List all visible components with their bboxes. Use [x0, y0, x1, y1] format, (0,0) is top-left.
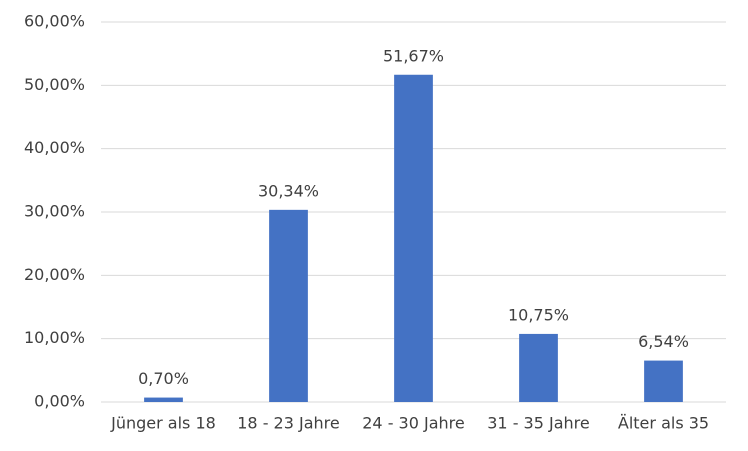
y-tick-label: 20,00% — [24, 265, 85, 284]
y-tick-label: 30,00% — [24, 202, 85, 221]
value-label: 10,75% — [508, 305, 569, 324]
value-label: 30,34% — [258, 181, 319, 200]
x-tick-label: 18 - 23 Jahre — [237, 414, 339, 433]
bar — [394, 74, 433, 403]
y-tick-label: 60,00% — [24, 12, 85, 31]
value-label: 0,70% — [138, 369, 189, 388]
bar — [269, 209, 308, 402]
y-tick-label: 50,00% — [24, 75, 85, 94]
bar — [144, 397, 183, 402]
bar — [644, 360, 683, 402]
y-tick-label: 0,00% — [34, 392, 85, 411]
y-tick-label: 40,00% — [24, 138, 85, 157]
x-tick-label: Jünger als 18 — [110, 414, 216, 433]
x-tick-label: 31 - 35 Jahre — [487, 414, 589, 433]
value-label: 51,67% — [383, 46, 444, 65]
x-tick-label: Älter als 35 — [618, 414, 709, 433]
y-tick-label: 10,00% — [24, 328, 85, 347]
value-label: 6,54% — [638, 332, 689, 351]
bar — [519, 333, 558, 402]
x-tick-label: 24 - 30 Jahre — [362, 414, 464, 433]
